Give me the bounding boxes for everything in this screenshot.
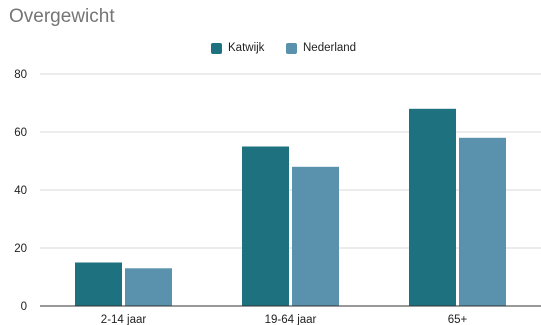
gridlines	[40, 73, 541, 249]
bar-katwijk-2	[409, 108, 456, 306]
legend: Katwijk Nederland	[0, 40, 541, 56]
x-tick-label: 2-14 jaar	[101, 314, 147, 325]
bar-nederland-2	[459, 137, 506, 306]
y-tick-label: 20	[14, 243, 27, 255]
x-tick-labels: 2-14 jaar 19-64 jaar 65+	[101, 314, 468, 325]
legend-swatch-katwijk	[211, 42, 222, 54]
y-tick-labels: 0 20 40 60 80	[14, 69, 27, 313]
y-tick-label: 0	[21, 301, 27, 313]
bar-katwijk-0	[75, 262, 122, 306]
chart-title: Overgewicht	[9, 6, 115, 27]
legend-item-katwijk: Katwijk	[211, 40, 264, 56]
x-tick-label: 19-64 jaar	[265, 314, 317, 325]
bar-katwijk-1	[242, 146, 289, 306]
legend-item-nederland: Nederland	[286, 40, 356, 56]
x-tick-label: 65+	[448, 314, 468, 325]
y-tick-label: 40	[14, 185, 27, 197]
legend-label-katwijk: Katwijk	[228, 42, 265, 54]
bars	[75, 108, 506, 306]
legend-label-nederland: Nederland	[303, 42, 357, 54]
y-tick-label: 60	[14, 127, 27, 139]
y-tick-label: 80	[14, 69, 27, 81]
bar-nederland-1	[292, 166, 339, 306]
legend-swatch-nederland	[286, 42, 297, 54]
bar-nederland-0	[125, 268, 172, 306]
